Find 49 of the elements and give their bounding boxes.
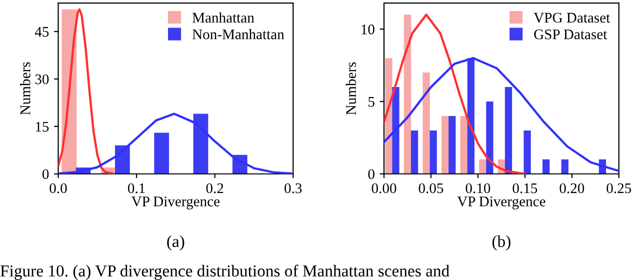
bar xyxy=(467,58,474,174)
x-axis-title: VP Divergence xyxy=(457,196,546,210)
bar xyxy=(392,87,400,174)
bar xyxy=(486,102,494,174)
y-tick-label: 5 xyxy=(368,97,374,107)
bar xyxy=(524,130,531,174)
x-tick-label: 0.1 xyxy=(128,183,145,194)
bar xyxy=(504,87,512,174)
bar xyxy=(460,116,468,174)
caption: Figure 10. (a) VP divergence distributions of Manhattan scenes and xyxy=(0,264,450,280)
x-axis-title: VP Divergence xyxy=(131,196,220,210)
y-tick-label: 30 xyxy=(35,74,49,84)
legend-label: VPG Dataset xyxy=(534,12,610,23)
x-tick-label: 0.0 xyxy=(50,183,67,194)
bar xyxy=(561,159,568,174)
legend-label: Non-Manhattan xyxy=(192,29,284,40)
text: (a) xyxy=(167,235,184,250)
legend-label: Manhattan xyxy=(192,12,254,23)
bar xyxy=(542,159,550,174)
bar xyxy=(479,159,486,174)
y-axis-title: Numbers xyxy=(20,62,30,115)
line-series xyxy=(58,8,114,174)
bar xyxy=(385,58,392,174)
x-tick-label: 0.25 xyxy=(606,183,632,194)
y-tick-label: 45 xyxy=(34,27,49,37)
bar xyxy=(193,114,208,174)
y-tick-label: 0 xyxy=(42,169,49,180)
line-series xyxy=(384,14,526,174)
x-tick-label: 0.20 xyxy=(560,183,584,194)
bar xyxy=(422,72,430,174)
y-tick-label: 0 xyxy=(368,169,374,180)
bar xyxy=(430,130,437,174)
bar xyxy=(404,14,412,174)
y-tick-label: 15 xyxy=(36,122,49,132)
bar xyxy=(442,116,449,174)
legend-label: GSP Dataset xyxy=(534,29,608,40)
bar xyxy=(410,130,418,174)
x-tick-label: 0.3 xyxy=(284,183,302,194)
x-tick-label: 0.2 xyxy=(206,183,224,194)
bar xyxy=(154,132,170,174)
x-tick-label: 0.05 xyxy=(418,183,444,194)
y-tick-label: 10 xyxy=(362,24,374,34)
x-tick-label: 0.00 xyxy=(372,183,396,194)
text: (b) xyxy=(492,235,510,250)
bar xyxy=(115,145,130,174)
y-axis-title: Numbers xyxy=(346,62,356,115)
bar xyxy=(448,116,456,174)
x-tick-label: 0.15 xyxy=(512,183,538,194)
x-tick-label: 0.10 xyxy=(466,183,490,194)
